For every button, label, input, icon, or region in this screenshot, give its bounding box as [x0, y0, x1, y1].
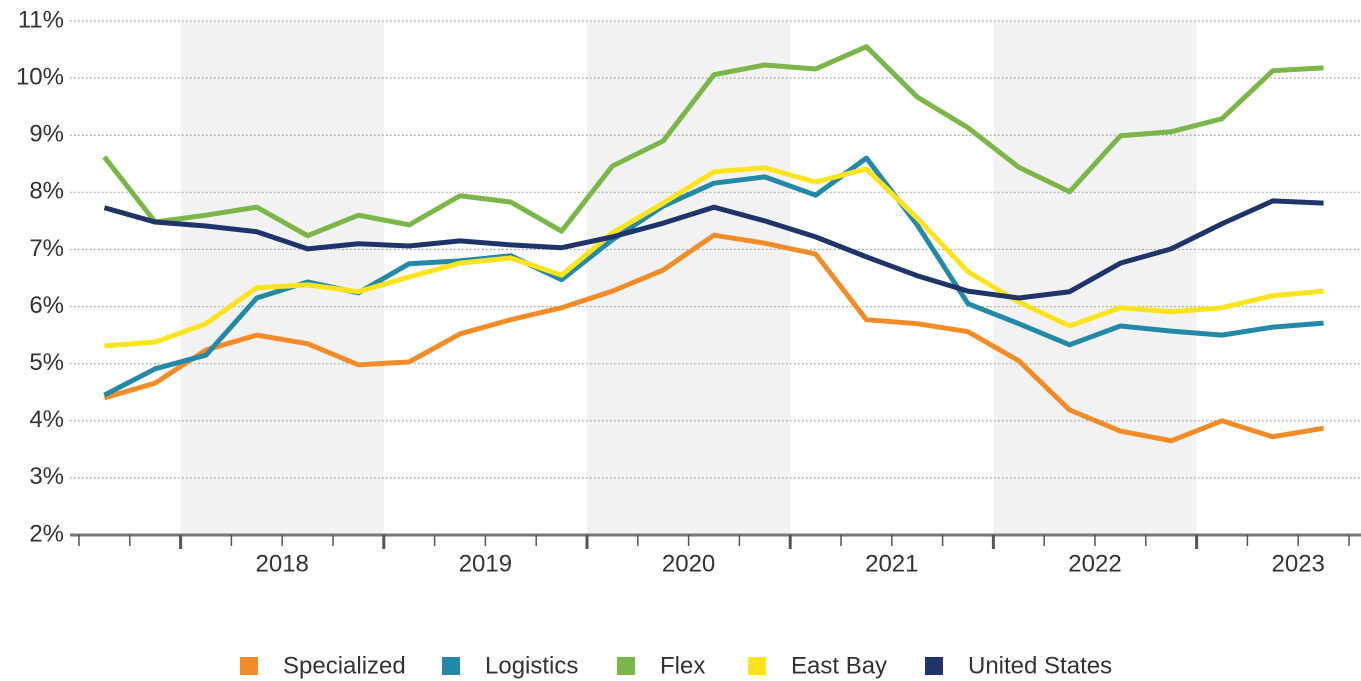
- legend-swatch: [748, 657, 766, 675]
- y-tick-label: 8%: [29, 178, 64, 205]
- series-line: [103, 232, 1325, 444]
- year-band: [587, 21, 791, 535]
- legend-label: United States: [968, 652, 1112, 679]
- y-tick-label: 2%: [29, 520, 64, 547]
- x-tick-label: 2018: [256, 550, 309, 577]
- y-tick-label: 6%: [29, 292, 64, 319]
- legend-label: Logistics: [485, 652, 578, 679]
- series-line: [102, 44, 1324, 239]
- legend-swatch: [240, 657, 258, 675]
- x-tick-label: 2021: [865, 550, 918, 577]
- legend-swatch: [617, 657, 635, 675]
- y-tick-label: 9%: [29, 121, 64, 148]
- series-line: [104, 165, 1324, 349]
- legend-swatch: [442, 657, 460, 675]
- legend-label: Flex: [660, 652, 705, 679]
- y-tick-label: 7%: [29, 235, 64, 262]
- series-line: [103, 155, 1324, 398]
- x-tick-label: 2023: [1272, 550, 1325, 577]
- y-tick-label: 3%: [29, 463, 64, 490]
- y-tick-label: 5%: [29, 349, 64, 376]
- y-tick-label: 4%: [29, 406, 64, 433]
- y-tick-label: 10%: [16, 63, 64, 90]
- legend-swatch: [925, 657, 943, 675]
- x-tick-label: 2020: [662, 550, 715, 577]
- x-tick-label: 2022: [1068, 550, 1121, 577]
- legend-label: East Bay: [791, 652, 887, 679]
- series-line: [103, 198, 1324, 301]
- x-tick-label: 2019: [459, 550, 512, 577]
- year-band: [180, 21, 384, 535]
- legend-label: Specialized: [283, 652, 406, 679]
- y-tick-label: 11%: [18, 6, 64, 33]
